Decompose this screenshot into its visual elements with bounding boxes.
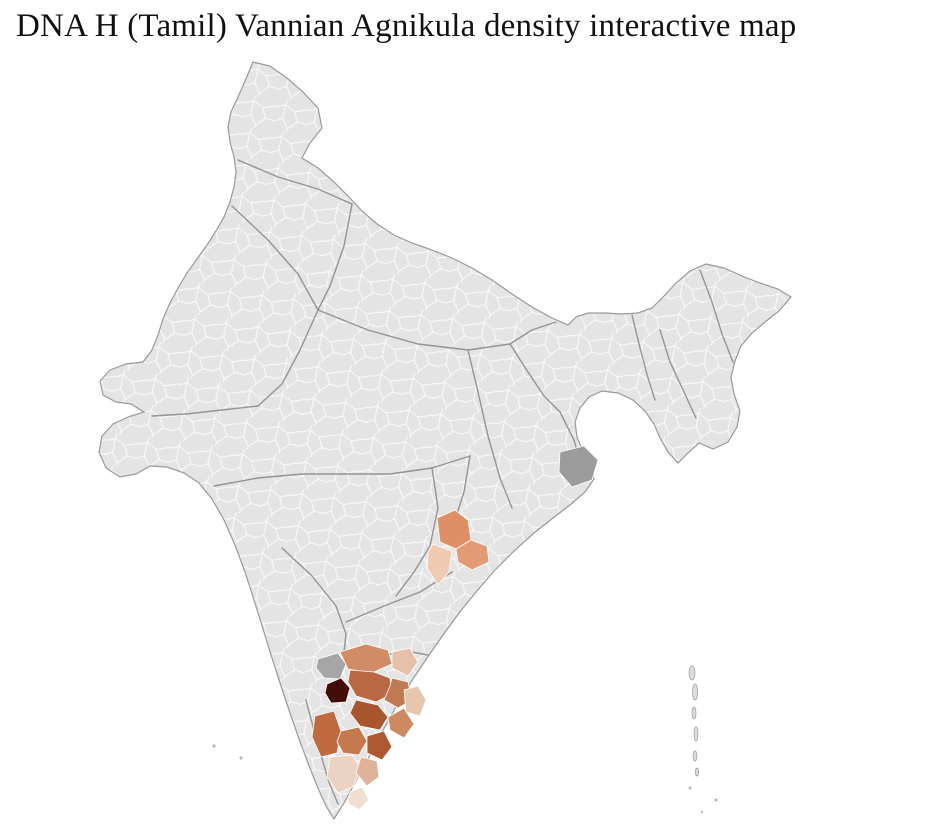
district-region[interactable] — [387, 707, 415, 739]
india-landmass[interactable] — [98, 61, 792, 821]
state-borders — [151, 159, 734, 805]
district-region[interactable] — [336, 726, 368, 756]
district-region[interactable] — [326, 754, 362, 794]
lakshadweep-islands — [212, 744, 243, 760]
district-region[interactable] — [324, 677, 351, 704]
district-region[interactable] — [311, 710, 342, 758]
district-region[interactable] — [355, 756, 380, 787]
page-title: DNA H (Tamil) Vannian Agnikula density i… — [16, 8, 797, 44]
district-region[interactable] — [349, 699, 389, 731]
district-region[interactable] — [366, 730, 393, 761]
district-region[interactable] — [558, 445, 599, 488]
andaman-islands[interactable] — [688, 665, 718, 814]
district-region[interactable] — [426, 543, 453, 586]
district-region[interactable] — [403, 685, 427, 717]
district-region[interactable] — [347, 669, 393, 703]
district-region[interactable] — [347, 786, 370, 811]
district-region[interactable] — [391, 647, 419, 677]
density-districts — [311, 445, 599, 811]
district-region[interactable] — [455, 539, 490, 571]
